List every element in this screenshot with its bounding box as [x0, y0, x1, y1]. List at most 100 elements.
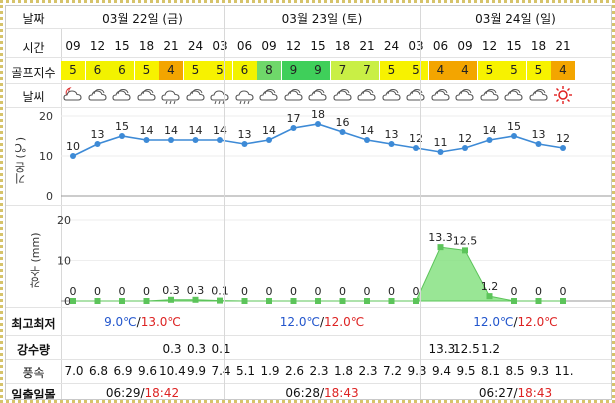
rain-value-label: 0	[413, 285, 420, 298]
cloudy-icon	[404, 85, 428, 105]
golf-index-cell: 5	[183, 61, 208, 80]
temperature-value-label: 12	[556, 132, 570, 145]
time-cell: 21	[555, 39, 571, 53]
temperature-point	[119, 133, 125, 139]
time-cell: 24	[383, 39, 400, 53]
temperature-value-label: 17	[287, 112, 301, 125]
golf-index-cell: 4	[159, 61, 183, 80]
sun-header: 일출일몰	[11, 388, 56, 400]
rain-point	[119, 298, 125, 304]
min-temp: 9.0℃	[104, 315, 137, 329]
rain-amount-cell: 0.3	[162, 342, 182, 356]
rain-value-label: 0.1	[211, 285, 229, 298]
sunrise-time: 06:27	[478, 386, 514, 400]
rain-value-label: 0	[388, 285, 395, 298]
day-separator	[224, 6, 225, 399]
rain-value-label: 0	[70, 285, 77, 298]
golf-index-cell: 8	[257, 61, 281, 80]
temperature-value-label: 12	[409, 132, 423, 145]
wind-row: 풍속 7.0 6.8 6.9 9.6 10.4 9.9 7.4 5.1 1.9 2.6 2.3 1.8…	[6, 359, 611, 384]
cloudy-icon	[527, 85, 551, 105]
temperature-point	[437, 149, 444, 155]
cloudy-icon	[110, 85, 134, 105]
rain-cloud-icon	[208, 85, 232, 105]
rain-value-label: 0	[560, 285, 567, 298]
sun-row: 일출일몰 06:29/18:42 06:28/18:43 06:27/18:43	[6, 383, 611, 400]
wind-speed-cell: 9.5	[456, 364, 476, 378]
night-partly-cloudy-icon	[61, 85, 85, 105]
rain-amount-header: 강수량	[16, 343, 51, 357]
golf-index-cell: 4	[551, 61, 575, 80]
date-header: 날짜	[22, 12, 45, 26]
cloudy-icon	[306, 85, 330, 105]
temperature-value-label: 14	[164, 124, 178, 137]
cloudy-icon	[429, 85, 453, 105]
temperature-point	[266, 137, 272, 143]
temperature-point	[511, 133, 517, 139]
rain-amount-cell: 0.3	[186, 342, 207, 356]
sunrise-time: 06:29	[105, 386, 141, 400]
rain-point	[168, 296, 174, 303]
rain-value-label: 0	[315, 285, 322, 298]
rain-value-label: 13.3	[428, 231, 453, 244]
time-row: 시간 09 12 15 18 21 24 03 06 09 12 15 18 21 24 03 06 09 12 1…	[6, 35, 611, 58]
day-label-1: 03월 22일 (금)	[102, 12, 183, 26]
wind-speed-cell: 7.0	[64, 364, 84, 378]
temperature-point	[217, 137, 223, 143]
wind-speed-cell: 6.8	[88, 364, 109, 378]
cloudy-icon	[282, 85, 306, 105]
temperature-value-label: 14	[213, 124, 227, 137]
temp-tick-label: 20	[39, 110, 53, 123]
rain-cloud-icon	[159, 85, 183, 105]
rain-amount-row: 강수량 0.3 0.3 0.1 13.3 12.5 1.2	[6, 337, 611, 360]
golf-index-cell: 5	[61, 61, 85, 80]
wind-speed-cell: 6.9	[113, 364, 133, 378]
rain-value-label: 0	[266, 285, 273, 298]
golf-index-cell: 4	[428, 61, 453, 80]
rain-tick-label: 20	[57, 214, 71, 227]
temperature-chart-panel: 기온 (℃) 0 10 20 10 13 15 14 14 14 14 13 14 17 18 16 14 13…	[6, 108, 611, 206]
wind-speed-cell: 1.8	[333, 364, 354, 378]
sun-separator: /	[319, 386, 325, 400]
max-temp: 12.0℃	[517, 315, 558, 329]
golf-index-cell: 7	[355, 61, 379, 80]
day-label-2: 03월 23일 (토)	[281, 12, 363, 26]
temperature-point	[70, 153, 76, 159]
wind-speed-cell: 2.3	[358, 364, 378, 378]
time-cell: 15	[114, 39, 130, 53]
rain-point	[486, 293, 493, 300]
rain-point	[388, 298, 395, 304]
rain-point	[560, 298, 566, 304]
rain-amount-cell: 0.1	[211, 342, 231, 356]
minmax-header: 최고최저	[11, 317, 56, 331]
cloudy-icon	[453, 85, 477, 105]
day-separator	[420, 6, 421, 399]
wind-speed-cell: 8.1	[480, 364, 501, 378]
minmax-separator: /	[513, 315, 518, 329]
time-cell: 24	[187, 39, 204, 53]
rain-tick-label: 0	[64, 295, 71, 307]
cloudy-icon	[135, 85, 159, 105]
minmax-row: 최고최저 9.0℃/13.0℃ 12.0℃/12.0℃ 12.0℃/12.0℃	[6, 309, 611, 336]
wind-speed-cell: 9.3	[407, 364, 427, 378]
time-cell: 12	[89, 39, 106, 53]
temperature-value-label: 11	[434, 136, 448, 149]
cloudy-icon	[331, 85, 355, 105]
rain-area	[73, 246, 563, 302]
rain-amount-cell: 13.3	[428, 342, 456, 356]
wind-speed-cell: 1.9	[260, 364, 280, 378]
wind-speed-cell: 5.1	[235, 364, 256, 378]
rain-cloud-icon	[233, 85, 257, 105]
min-temp: 12.0℃	[279, 315, 320, 329]
temperature-point	[241, 141, 248, 147]
rain-value-label: 0	[364, 285, 371, 298]
rain-value-label: 0	[339, 285, 346, 298]
temperature-value-label: 14	[262, 124, 276, 137]
rain-value-label: 0	[119, 285, 126, 298]
rain-point	[535, 298, 542, 304]
cloudy-icon	[502, 85, 526, 105]
rain-value-label: 12.5	[453, 234, 478, 247]
wind-speed-cell: 7.4	[211, 364, 231, 378]
temperature-point	[462, 145, 468, 151]
